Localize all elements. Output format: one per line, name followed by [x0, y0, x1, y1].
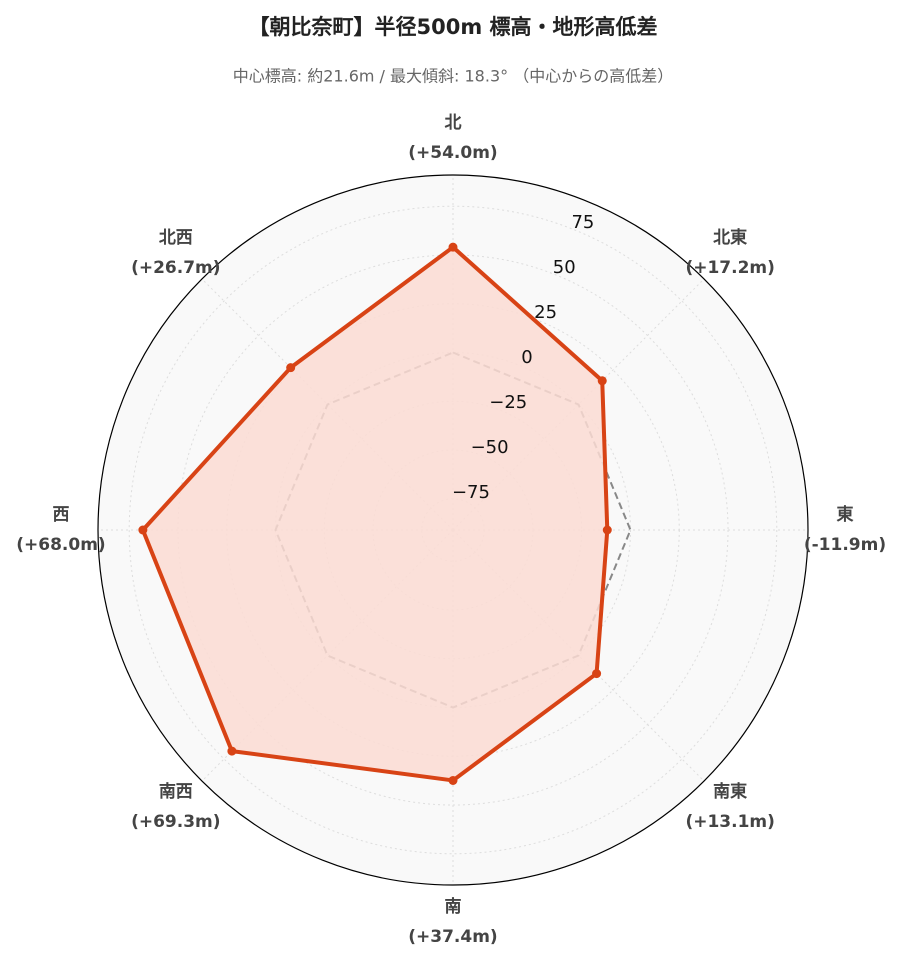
category-label: 南東: [713, 781, 747, 802]
outer-ring: [97, 174, 809, 886]
r-tick-label: 75: [571, 212, 594, 233]
data-point: [286, 363, 296, 373]
category-label: 北東: [713, 227, 747, 248]
spoke: [452, 278, 705, 531]
data-point: [138, 525, 148, 535]
chart-title: 【朝比奈町】半径500m 標高・地形高低差: [248, 15, 657, 39]
value-label: (+26.7m): [131, 258, 220, 278]
r-tick-label: −50: [471, 437, 509, 458]
category-label: 西: [53, 505, 70, 525]
value-label: (-11.9m): [804, 535, 886, 555]
category-label: 北: [445, 113, 462, 133]
spoke: [452, 529, 705, 782]
value-label: (+68.0m): [16, 535, 105, 555]
grid-circle: [128, 205, 778, 855]
value-label: (+17.2m): [685, 258, 774, 278]
spoke: [201, 278, 454, 531]
value-label: (+13.1m): [685, 812, 774, 832]
r-tick-label: −25: [489, 392, 527, 413]
category-label: 南西: [159, 781, 193, 802]
data-point: [448, 242, 458, 252]
data-point: [597, 376, 607, 386]
r-tick-label: 50: [553, 257, 576, 278]
value-label: (+37.4m): [408, 927, 497, 947]
r-tick-label: −75: [452, 482, 490, 503]
chart-subtitle: 中心標高: 約21.6m / 最大傾斜: 18.3° （中心からの高低差）: [233, 67, 673, 86]
r-tick-label: 0: [521, 347, 532, 368]
data-point: [592, 669, 602, 679]
value-label: (+54.0m): [408, 143, 497, 163]
category-label: 北西: [159, 228, 193, 248]
category-label: 東: [837, 504, 854, 525]
data-point: [602, 525, 612, 535]
r-tick-label: 25: [534, 302, 557, 323]
category-label: 南: [445, 896, 462, 917]
value-label: (+69.3m): [131, 812, 220, 832]
data-point: [227, 746, 237, 756]
data-point: [448, 775, 458, 785]
